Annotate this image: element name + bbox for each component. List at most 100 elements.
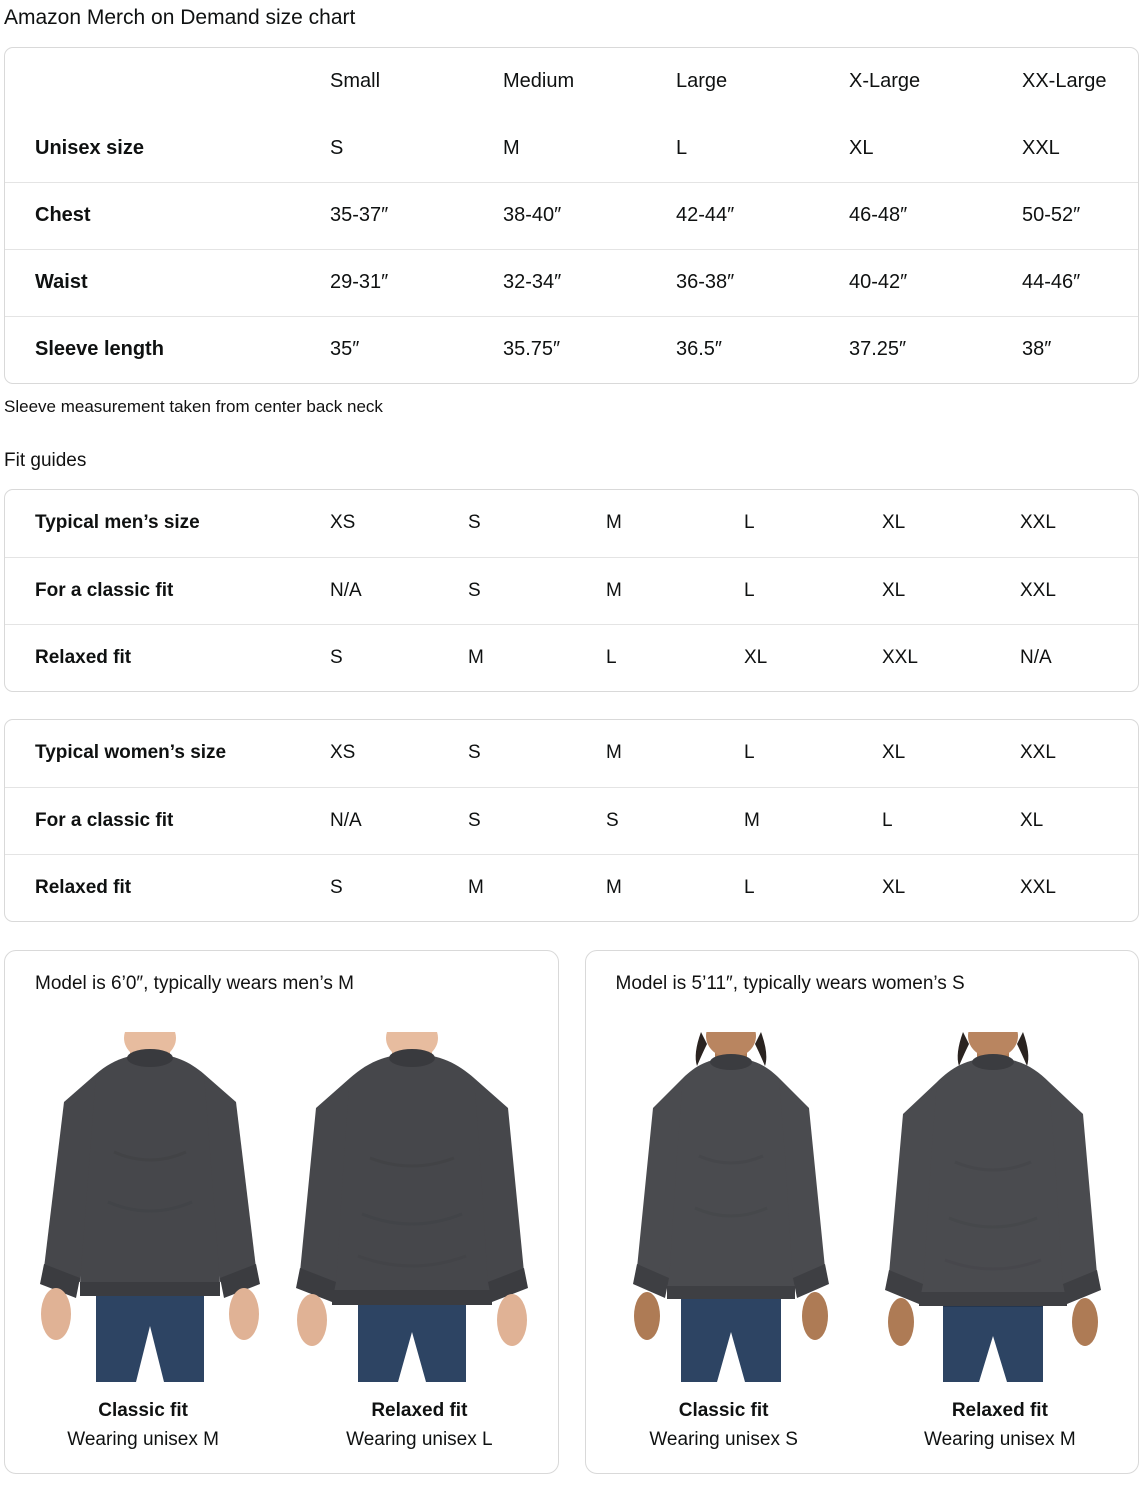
fit-name: Classic fit [98, 1400, 188, 1421]
row-label: Relaxed fit [35, 646, 132, 668]
cell-value: S [606, 809, 619, 831]
column-header-large: Large [676, 70, 728, 92]
cell-value: 37.25″ [849, 338, 907, 361]
cell-value: S [468, 809, 481, 831]
cell-value: M [606, 876, 622, 898]
cell-value: S [330, 136, 344, 159]
table-row-waist: Waist 29-31″ 32-34″ 36-38″ 40-42″ 44-46″ [5, 249, 1138, 316]
model-photo-classic-female [615, 1032, 847, 1382]
fit-name: Classic fit [678, 1400, 769, 1421]
womens-fit-guide-card: Typical women’s size XS S M L XL XXL For… [4, 719, 1139, 922]
table-row-womens-classic-fit: For a classic fit N/A S S M L XL [5, 787, 1138, 854]
cell-value: 35.75″ [503, 338, 561, 361]
cell-value: 50-52″ [1022, 204, 1081, 226]
cell-value: M [503, 136, 520, 159]
cell-value: XL [882, 579, 906, 601]
cell-value: XXL [882, 646, 918, 668]
model-figures [5, 995, 558, 1382]
table-row-mens-relaxed-fit: Relaxed fit S M L XL XXL N/A [5, 624, 1138, 691]
cell-value: M [606, 579, 622, 601]
cell-value: S [468, 579, 481, 601]
cell-value: XS [330, 512, 356, 534]
model-photo-classic-male [34, 1032, 266, 1382]
fit-label-classic: Classic fit Wearing unisex M [5, 1396, 281, 1455]
table-row-unisex-size: Unisex size S M L XL XXL [5, 115, 1138, 182]
cell-value: 38″ [1022, 338, 1052, 361]
fit-guides-heading: Fit guides [4, 450, 87, 471]
fit-name: Relaxed fit [951, 1400, 1048, 1421]
fit-wearing: Wearing unisex M [67, 1429, 219, 1450]
cell-value: XS [330, 742, 356, 764]
cell-value: 36-38″ [676, 271, 735, 293]
cell-value: 40-42″ [849, 271, 908, 293]
column-header-blank [5, 48, 330, 115]
cell-value: XXL [1022, 136, 1060, 159]
cell-value: XXL [1020, 876, 1056, 898]
cell-value: 35″ [330, 338, 360, 361]
cell-value: N/A [330, 809, 362, 831]
fit-label-relaxed: Relaxed fit Wearing unisex M [862, 1396, 1138, 1455]
mens-fit-guide-table: Typical men’s size XS S M L XL XXL For a… [5, 490, 1138, 691]
cell-value: L [744, 742, 755, 764]
cell-value: S [330, 876, 343, 898]
row-label: For a classic fit [35, 579, 174, 601]
column-header-x-large: X-Large [849, 70, 921, 92]
sleeve-measurement-note: Sleeve measurement taken from center bac… [4, 397, 383, 416]
mens-fit-guide-card: Typical men’s size XS S M L XL XXL For a… [4, 489, 1139, 692]
cell-value: 32-34″ [503, 271, 562, 293]
cell-value: 36.5″ [676, 338, 723, 361]
cell-value: M [468, 646, 484, 668]
size-chart-table: Small Medium Large X-Large XX-Large Unis… [5, 48, 1138, 383]
cell-value: 46-48″ [849, 204, 908, 226]
table-row-typical-mens-size: Typical men’s size XS S M L XL XXL [5, 490, 1138, 557]
fit-labels: Classic fit Wearing unisex S Relaxed fit… [586, 1382, 1139, 1473]
mens-model-card: Model is 6’0″, typically wears men’s M [4, 950, 559, 1474]
cell-value: L [744, 876, 755, 898]
model-caption: Model is 6’0″, typically wears men’s M [35, 973, 354, 994]
cell-value: L [676, 136, 688, 159]
cell-value: L [882, 809, 893, 831]
womens-fit-guide-table: Typical women’s size XS S M L XL XXL For… [5, 720, 1138, 921]
row-label: Relaxed fit [35, 876, 132, 898]
cell-value: XXL [1020, 579, 1056, 601]
size-chart-table-card: Small Medium Large X-Large XX-Large Unis… [4, 47, 1139, 384]
cell-value: XL [882, 742, 906, 764]
cell-value: S [468, 742, 481, 764]
row-label: Sleeve length [35, 338, 164, 361]
cell-value: XL [849, 136, 874, 159]
fit-labels: Classic fit Wearing unisex M Relaxed fit… [5, 1382, 558, 1473]
cell-value: S [468, 512, 481, 534]
fit-wearing: Wearing unisex M [924, 1429, 1076, 1450]
row-label: Typical men’s size [35, 512, 200, 534]
cell-value: M [606, 742, 622, 764]
model-photo-relaxed-male [296, 1032, 529, 1382]
table-row-womens-relaxed-fit: Relaxed fit S M M L XL XXL [5, 854, 1138, 921]
cell-value: XL [882, 876, 906, 898]
cell-value: 44-46″ [1022, 271, 1081, 293]
fit-label-relaxed: Relaxed fit Wearing unisex L [281, 1396, 557, 1455]
column-header-small: Small [330, 70, 381, 92]
cell-value: M [468, 876, 484, 898]
fit-wearing: Wearing unisex L [346, 1429, 493, 1450]
row-label: Typical women’s size [35, 742, 227, 764]
cell-value: 35-37″ [330, 204, 389, 226]
model-figures [586, 995, 1139, 1382]
table-row-typical-womens-size: Typical women’s size XS S M L XL XXL [5, 720, 1138, 787]
row-label: For a classic fit [35, 809, 174, 831]
column-header-medium: Medium [503, 70, 575, 92]
cell-value: XXL [1020, 742, 1056, 764]
cell-value: 38-40″ [503, 204, 562, 226]
cell-value: S [330, 646, 343, 668]
womens-model-card: Model is 5’11″, typically wears women’s … [584, 950, 1139, 1474]
fit-wearing: Wearing unisex S [649, 1429, 798, 1450]
cell-value: 29-31″ [330, 271, 389, 293]
cell-value: L [744, 512, 755, 534]
row-label: Waist [35, 271, 88, 293]
cell-value: 42-44″ [676, 204, 735, 226]
model-caption: Model is 5’11″, typically wears women’s … [615, 973, 965, 994]
table-row-sleeve-length: Sleeve length 35″ 35.75″ 36.5″ 37.25″ 38… [5, 316, 1138, 383]
table-row-chest: Chest 35-37″ 38-40″ 42-44″ 46-48″ 50-52″ [5, 182, 1138, 249]
cell-value: L [606, 646, 617, 668]
model-photo-relaxed-female [877, 1032, 1109, 1382]
